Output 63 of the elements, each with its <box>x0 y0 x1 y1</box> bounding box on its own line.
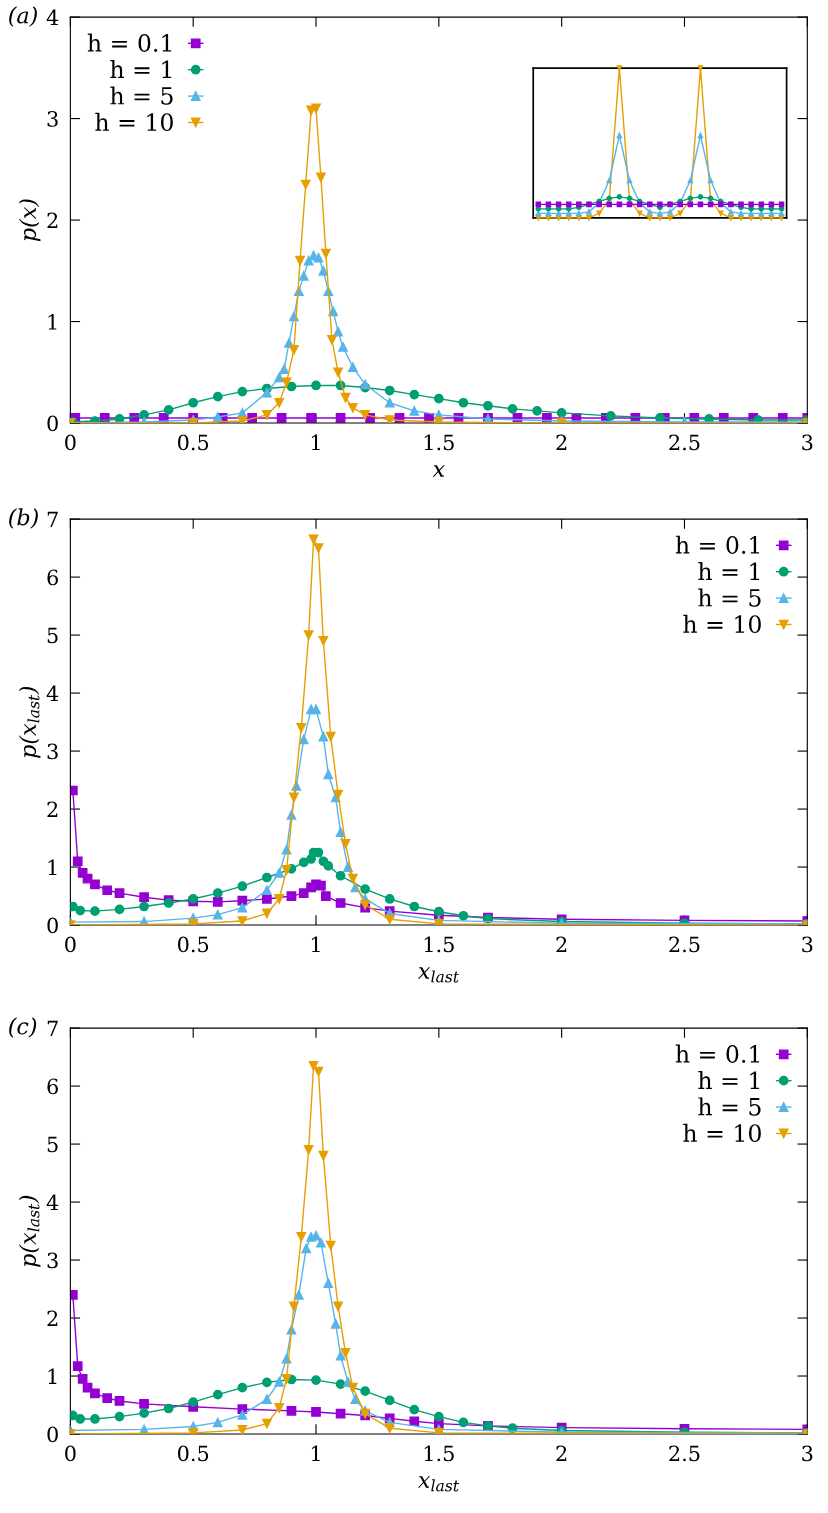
y-tick-label: 3 <box>47 1252 58 1269</box>
x-tick-label: 0 <box>65 936 76 953</box>
y-tick-label: 2 <box>47 212 58 228</box>
legend-label: h = 10 <box>95 112 173 132</box>
x-tick-label: 1 <box>311 434 320 450</box>
y-tick-label: 3 <box>47 111 58 127</box>
x-tick-label: 0 <box>65 1445 76 1462</box>
y-tick-label: 1 <box>48 314 57 330</box>
x-tick-label: 3 <box>802 1445 813 1462</box>
y-tick-label: 1 <box>48 1368 57 1384</box>
y-tick-label: 5 <box>47 627 58 644</box>
y-axis-title: p(x$_{last}$) <box>18 1195 41 1267</box>
y-tick-label: 4 <box>46 685 59 701</box>
x-axis-title: x <box>432 465 445 477</box>
x-tick-label: 2.5 <box>669 1445 700 1462</box>
legend-label: h = 10 <box>683 1123 761 1143</box>
y-tick-label: 7 <box>47 511 58 528</box>
legend-label: h = 0.1 <box>675 535 760 554</box>
text: (a) <box>9 6 37 27</box>
text: (b) <box>9 508 38 529</box>
x-tick-label: 1 <box>311 936 320 952</box>
x-tick-label: 3 <box>802 936 813 953</box>
y-tick-label: 0 <box>47 1426 58 1443</box>
x-axis-title: x$_{last}$ <box>417 1476 460 1492</box>
y-tick-label: 6 <box>47 569 58 586</box>
x-tick-label: 2 <box>556 936 567 952</box>
legend-label: h = 5 <box>698 588 761 607</box>
y-tick-label: 6 <box>47 1078 58 1095</box>
x-tick-label: 2.5 <box>669 434 700 451</box>
y-tick-label: 0 <box>47 415 58 432</box>
legend-label: h = 0.1 <box>87 33 172 52</box>
y-axis-title: p(x$_{last}$) <box>18 686 41 758</box>
y-tick-label: 1 <box>48 859 57 875</box>
x-tick-label: 1.5 <box>424 936 454 953</box>
text: (c) <box>9 1017 37 1038</box>
x-tick-label: 3 <box>802 434 813 451</box>
x-tick-label: 0.5 <box>178 936 209 953</box>
x-tick-label: 1.5 <box>424 434 454 451</box>
y-tick-label: 0 <box>47 917 58 934</box>
y-tick-label: 2 <box>47 801 58 817</box>
x-tick-label: 0 <box>65 434 76 451</box>
y-axis-title: p(x) <box>18 199 41 242</box>
y-tick-label: 4 <box>46 9 59 26</box>
y-tick-label: 7 <box>47 1020 58 1036</box>
y-tick-label: 4 <box>46 1194 59 1210</box>
x-tick-label: 1 <box>311 1445 320 1461</box>
legend-label: h = 1 <box>698 562 760 580</box>
legend-label: h = 1 <box>110 60 172 78</box>
x-tick-label: 1.5 <box>424 1445 454 1462</box>
legend-label: h = 5 <box>110 86 173 105</box>
legend-label: h = 1 <box>698 1071 760 1089</box>
legend-label: h = 5 <box>698 1097 761 1116</box>
y-tick-label: 5 <box>47 1136 58 1153</box>
legend-label: h = 0.1 <box>675 1044 760 1063</box>
legend-label: h = 10 <box>683 614 761 634</box>
x-tick-label: 2.5 <box>669 936 700 953</box>
x-tick-label: 2 <box>556 434 567 450</box>
x-tick-label: 2 <box>556 1445 567 1461</box>
x-axis-title: x$_{last}$ <box>417 967 460 983</box>
x-tick-label: 0.5 <box>178 1445 209 1462</box>
y-tick-label: 2 <box>47 1310 58 1326</box>
x-tick-label: 0.5 <box>178 434 209 451</box>
y-tick-label: 3 <box>47 743 58 760</box>
